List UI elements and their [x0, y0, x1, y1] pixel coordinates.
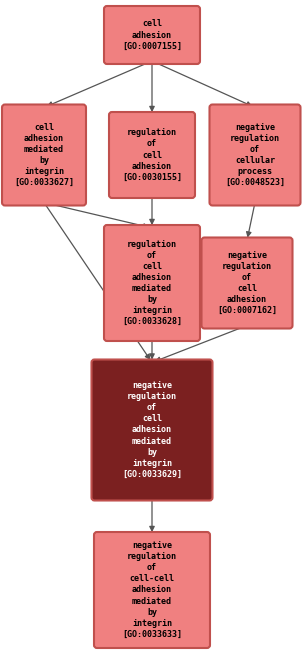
FancyBboxPatch shape: [92, 359, 212, 501]
Text: negative
regulation
of
cellular
process
[GO:0048523]: negative regulation of cellular process …: [225, 123, 285, 187]
FancyBboxPatch shape: [109, 112, 195, 198]
FancyBboxPatch shape: [209, 104, 300, 205]
Text: regulation
of
cell
adhesion
[GO:0030155]: regulation of cell adhesion [GO:0030155]: [122, 129, 182, 182]
Text: negative
regulation
of
cell-cell
adhesion
mediated
by
integrin
[GO:0033633]: negative regulation of cell-cell adhesio…: [122, 541, 182, 639]
FancyBboxPatch shape: [202, 237, 292, 329]
Text: cell
adhesion
[GO:0007155]: cell adhesion [GO:0007155]: [122, 20, 182, 51]
Text: negative
regulation
of
cell
adhesion
[GO:0007162]: negative regulation of cell adhesion [GO…: [217, 251, 277, 316]
Text: negative
regulation
of
cell
adhesion
mediated
by
integrin
[GO:0033629]: negative regulation of cell adhesion med…: [122, 381, 182, 479]
FancyBboxPatch shape: [104, 225, 200, 341]
Text: regulation
of
cell
adhesion
mediated
by
integrin
[GO:0033628]: regulation of cell adhesion mediated by …: [122, 239, 182, 326]
FancyBboxPatch shape: [94, 532, 210, 648]
FancyBboxPatch shape: [104, 6, 200, 64]
FancyBboxPatch shape: [2, 104, 86, 205]
Text: cell
adhesion
mediated
by
integrin
[GO:0033627]: cell adhesion mediated by integrin [GO:0…: [14, 123, 74, 187]
